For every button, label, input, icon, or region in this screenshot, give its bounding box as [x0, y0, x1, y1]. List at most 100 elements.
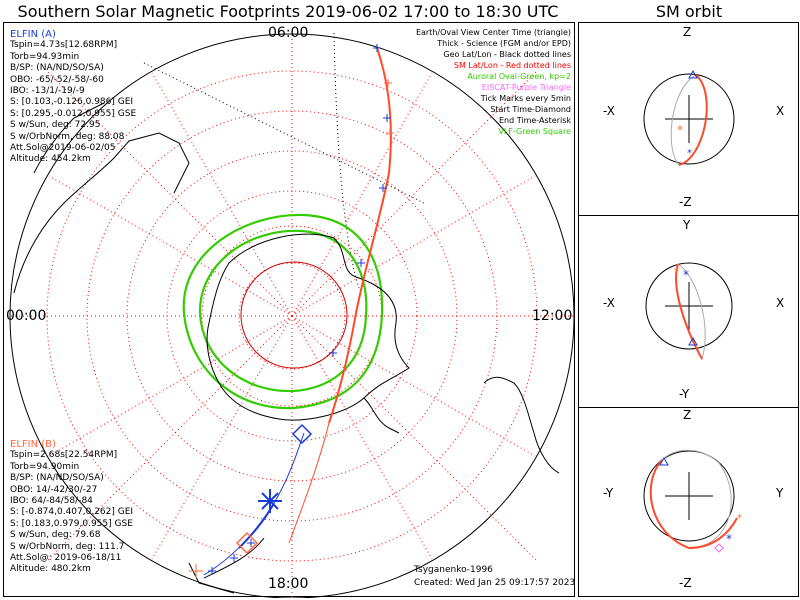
tick-mark — [329, 349, 337, 357]
axis-label-bottom: -Y — [679, 387, 690, 401]
axis-label-top: Z — [683, 25, 692, 39]
model-credit: Tsyganenko-1996 — [414, 565, 493, 575]
legend-item: SM Lat/Lon - Red dotted lines — [453, 61, 571, 70]
elfin-b-lines: Tspin=2.68s[22.54RPM] Torb=94.90min B/SP: … — [10, 450, 133, 575]
orbit-asterisk-marker: * — [687, 148, 692, 159]
info-line: OBO: 14/-42/30/-27 — [10, 484, 98, 495]
elfin-b-info: ELFIN (B) Tspin=2.68s[22.54RPM] Torb=94.9… — [10, 439, 133, 576]
info-line: Tspin=2.68s[22.54RPM] — [10, 450, 118, 461]
legend: Earth/Oval View Center Time (triangle) Th… — [416, 27, 571, 137]
info-line: S: [0.295,-0.012,0.955] GSE — [10, 108, 137, 119]
elfin-b-track-line — [203, 432, 305, 576]
info-line: S: [0.103,-0.126,0.986] GEI — [10, 97, 134, 108]
axis-label-right: X — [776, 104, 785, 118]
elfin-b-track — [203, 432, 305, 576]
tick-mark — [379, 184, 387, 192]
axis-label-bottom: -Z — [679, 195, 692, 209]
elfin-a-title: ELFIN (A) — [10, 29, 56, 40]
orbit-path-elfin — [678, 74, 708, 166]
elfin-a-track — [288, 47, 392, 544]
orbit-triangle-marker — [688, 69, 698, 79]
axis-label-left: -Y — [603, 486, 614, 500]
info-line: S w/Sun, deg: 72.95 — [10, 120, 101, 131]
legend-item: VLF-Green Square — [498, 127, 571, 136]
orbit-panel-yz: * * Z -Z -Y Y — [578, 407, 799, 597]
sm-lon-line — [291, 70, 538, 317]
legend-item: Tick Marks every 5min — [480, 94, 571, 103]
peninsula-coast — [363, 397, 400, 434]
orbit-triangle-marker — [688, 336, 698, 346]
coastline — [203, 537, 265, 579]
sm-lon-line — [291, 72, 433, 317]
orbit-asterisk-marker: * — [674, 266, 679, 277]
auroral-oval-outer — [182, 213, 384, 410]
info-line: S w/OrbNorm, deg: 88.08 — [10, 131, 125, 142]
sm-lon-line — [46, 315, 293, 562]
earth-outline — [643, 450, 735, 542]
info-line: Torb=94.90min — [10, 461, 80, 472]
earth-outline — [645, 262, 733, 350]
hour-label-left: 00:00 — [6, 308, 47, 324]
created-timestamp: Created: Wed Jan 25 09:17:57 2023 — [414, 578, 576, 588]
auroral-oval — [182, 213, 384, 410]
orbit-panel-canvas: * * — [643, 69, 735, 166]
plot-title: Southern Solar Magnetic Footprints 2019-… — [17, 2, 559, 21]
sm-lon-line — [48, 175, 293, 317]
sm-lon-line — [151, 72, 293, 317]
orbit-asterisk-marker: * — [677, 123, 683, 137]
legend-item: Earth/Oval View Center Time (triangle) — [415, 28, 571, 37]
geo-grid — [9, 32, 575, 598]
legend-item: Start Time-Diamond — [490, 105, 571, 114]
earth-outline — [643, 73, 735, 165]
geo-lon-line — [143, 62, 425, 204]
tick-mark — [189, 564, 203, 578]
orbit-panel-title: SM orbit — [655, 2, 723, 21]
axis-label-left: -X — [603, 296, 615, 310]
elfin-a-lines: Tspin=4.73s[12.68RPM] Torb=94.93min B/SP: … — [10, 40, 136, 165]
orbit-triangle-marker — [659, 456, 669, 466]
footprint-map: ELFIN (A) Tspin=4.73s[12.68RPM] Torb=94.9… — [3, 22, 576, 598]
coastline — [188, 562, 235, 594]
info-line: B/SP: (NA/ND/SO/SA) — [10, 63, 104, 74]
hour-label-right: 12:00 — [532, 308, 573, 324]
tick-marks — [208, 44, 391, 575]
info-line: IBO: -13/1/-19/-9 — [10, 86, 85, 97]
axis-label-top: Z — [683, 408, 692, 422]
tick-mark — [208, 567, 216, 575]
elfin-a-info: ELFIN (A) Tspin=4.73s[12.68RPM] Torb=94.9… — [10, 29, 136, 166]
sm-lon-line — [291, 315, 538, 562]
auroral-oval-inner — [198, 229, 368, 393]
orbit-diamond-marker — [714, 543, 724, 553]
sm-lon-line — [46, 70, 293, 317]
sm-lon-line — [48, 315, 293, 457]
orbit-panel-canvas: * * — [643, 449, 742, 553]
legend-item: End Time-Asterisk — [498, 116, 571, 125]
info-line: Altitude: 480.2km — [10, 564, 91, 575]
tick-mark — [247, 539, 255, 547]
tick-mark — [230, 554, 238, 562]
sm-lon-line — [151, 315, 293, 560]
elfin-a-track-line — [288, 422, 330, 544]
coastlines — [13, 102, 560, 594]
start-diamond-marker — [291, 423, 313, 445]
axis-label-top: Y — [683, 218, 691, 232]
africa-coast — [13, 132, 190, 294]
south-america-coast — [483, 376, 560, 474]
legend-item: Geo Lat/Lon - Black dotted lines — [443, 50, 571, 59]
info-line: Tspin=4.73s[12.68RPM] — [10, 40, 118, 51]
elfin-b-diamond-marker — [235, 531, 259, 555]
orbit-panel-xz: * * Z -Z -X X — [578, 22, 799, 216]
elfin-b-title: ELFIN (B) — [10, 439, 56, 450]
orbit-asterisk-marker: * — [726, 532, 732, 546]
hour-label-top: 06:00 — [268, 25, 309, 41]
orbit-asterisk-marker: * — [683, 268, 689, 282]
elfin-a-science-segment — [328, 47, 392, 424]
coastline — [33, 102, 105, 174]
orbit-path-elfin — [675, 263, 703, 360]
tick-mark — [384, 79, 394, 137]
hour-label-bottom: 18:00 — [268, 576, 309, 592]
info-line: S w/OrbNorm, deg: 111.7 — [10, 541, 125, 552]
sm-lon-line — [291, 175, 536, 317]
info-line: S: [0.183,0.979,0.955] GSE — [10, 518, 133, 529]
legend-item: EISCAT-Purple Triangle — [481, 83, 571, 92]
